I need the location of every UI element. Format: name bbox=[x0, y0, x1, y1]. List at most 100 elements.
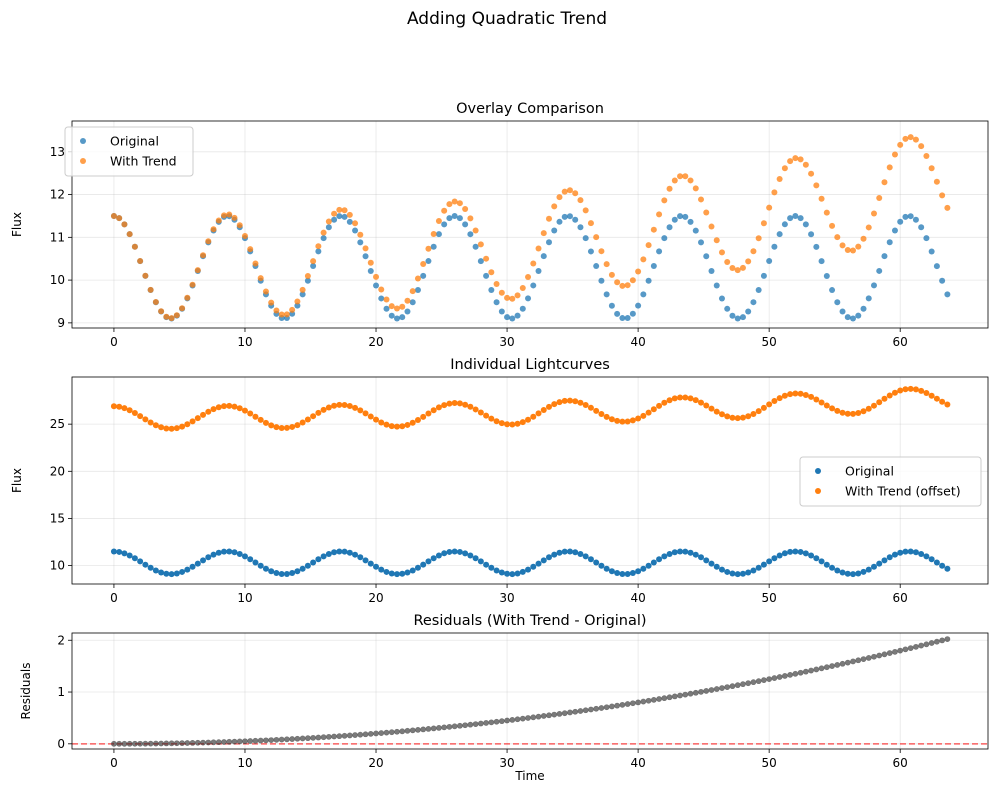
data-point bbox=[472, 555, 479, 562]
data-point bbox=[551, 711, 558, 718]
data-point bbox=[430, 243, 437, 250]
data-point bbox=[519, 568, 526, 575]
data-point bbox=[357, 407, 364, 414]
data-point bbox=[708, 687, 715, 693]
data-point bbox=[320, 406, 327, 413]
data-point bbox=[462, 550, 469, 557]
data-point bbox=[593, 705, 600, 712]
data-point bbox=[781, 673, 788, 679]
data-point bbox=[944, 204, 951, 211]
data-point bbox=[734, 267, 741, 274]
data-point bbox=[320, 235, 327, 242]
data-point bbox=[488, 269, 495, 276]
x-tick-label: 20 bbox=[368, 756, 383, 770]
data-point bbox=[907, 645, 914, 651]
data-point bbox=[352, 551, 359, 558]
data-point bbox=[797, 669, 804, 676]
data-point bbox=[802, 221, 809, 228]
data-point bbox=[184, 294, 191, 301]
data-point bbox=[535, 410, 542, 417]
data-point bbox=[315, 243, 322, 250]
data-point bbox=[902, 386, 909, 393]
data-point bbox=[577, 399, 584, 406]
data-point bbox=[829, 222, 836, 229]
data-point bbox=[886, 554, 893, 561]
data-point bbox=[698, 239, 705, 246]
data-point bbox=[504, 294, 511, 301]
data-point bbox=[781, 165, 788, 172]
data-point bbox=[116, 215, 123, 222]
data-point bbox=[546, 215, 552, 222]
y-tick-label: 11 bbox=[50, 230, 65, 244]
data-point bbox=[477, 720, 484, 727]
data-point bbox=[813, 396, 820, 403]
data-point bbox=[682, 213, 689, 220]
data-point bbox=[787, 158, 794, 165]
data-point bbox=[420, 260, 427, 267]
x-tick-label: 30 bbox=[499, 335, 514, 349]
data-point bbox=[865, 655, 872, 661]
data-point bbox=[430, 407, 437, 414]
data-point bbox=[635, 302, 642, 309]
data-point bbox=[766, 401, 773, 408]
data-point bbox=[629, 570, 636, 577]
data-point bbox=[692, 689, 699, 696]
data-point bbox=[944, 401, 951, 408]
data-point bbox=[378, 419, 385, 426]
data-point bbox=[247, 556, 254, 563]
data-point bbox=[582, 402, 589, 409]
data-point bbox=[147, 419, 154, 426]
data-point bbox=[750, 567, 757, 574]
data-point bbox=[331, 216, 338, 223]
data-point bbox=[304, 273, 311, 280]
data-point bbox=[210, 226, 217, 233]
data-point bbox=[750, 299, 757, 306]
data-point bbox=[781, 221, 788, 228]
data-point bbox=[776, 395, 783, 402]
data-point bbox=[855, 570, 862, 577]
data-point bbox=[682, 548, 689, 555]
data-point bbox=[409, 299, 416, 306]
data-point bbox=[200, 739, 206, 746]
data-point bbox=[304, 416, 311, 423]
data-point bbox=[320, 553, 327, 560]
data-point bbox=[614, 310, 621, 317]
data-point bbox=[388, 423, 395, 430]
data-point bbox=[745, 258, 752, 265]
data-point bbox=[850, 315, 857, 322]
data-point bbox=[587, 404, 594, 411]
x-tick-label: 40 bbox=[630, 591, 645, 605]
data-point bbox=[278, 424, 285, 431]
data-point bbox=[173, 312, 180, 319]
data-point bbox=[535, 713, 542, 720]
data-point bbox=[703, 688, 710, 694]
data-point bbox=[671, 549, 678, 556]
data-point bbox=[362, 253, 369, 260]
y-tick-label: 13 bbox=[50, 145, 65, 159]
data-point bbox=[750, 411, 757, 418]
data-point bbox=[656, 402, 663, 409]
data-point bbox=[556, 549, 563, 556]
data-point bbox=[776, 674, 783, 680]
x-axis-label: Time bbox=[514, 769, 544, 783]
data-point bbox=[126, 740, 133, 747]
data-point bbox=[870, 402, 877, 409]
data-point bbox=[603, 413, 610, 420]
data-point bbox=[745, 680, 752, 687]
data-point bbox=[336, 213, 343, 220]
data-point bbox=[640, 565, 647, 572]
data-point bbox=[923, 152, 930, 159]
data-point bbox=[451, 400, 458, 407]
data-point bbox=[666, 185, 673, 192]
data-point bbox=[566, 213, 573, 220]
data-point bbox=[388, 570, 395, 577]
data-point bbox=[876, 399, 883, 406]
data-point bbox=[163, 425, 170, 432]
data-point bbox=[247, 246, 254, 253]
data-point bbox=[514, 420, 521, 427]
data-point bbox=[194, 739, 201, 746]
data-point bbox=[142, 740, 149, 747]
data-point bbox=[357, 731, 364, 738]
data-point bbox=[897, 141, 904, 148]
data-point bbox=[876, 652, 883, 659]
